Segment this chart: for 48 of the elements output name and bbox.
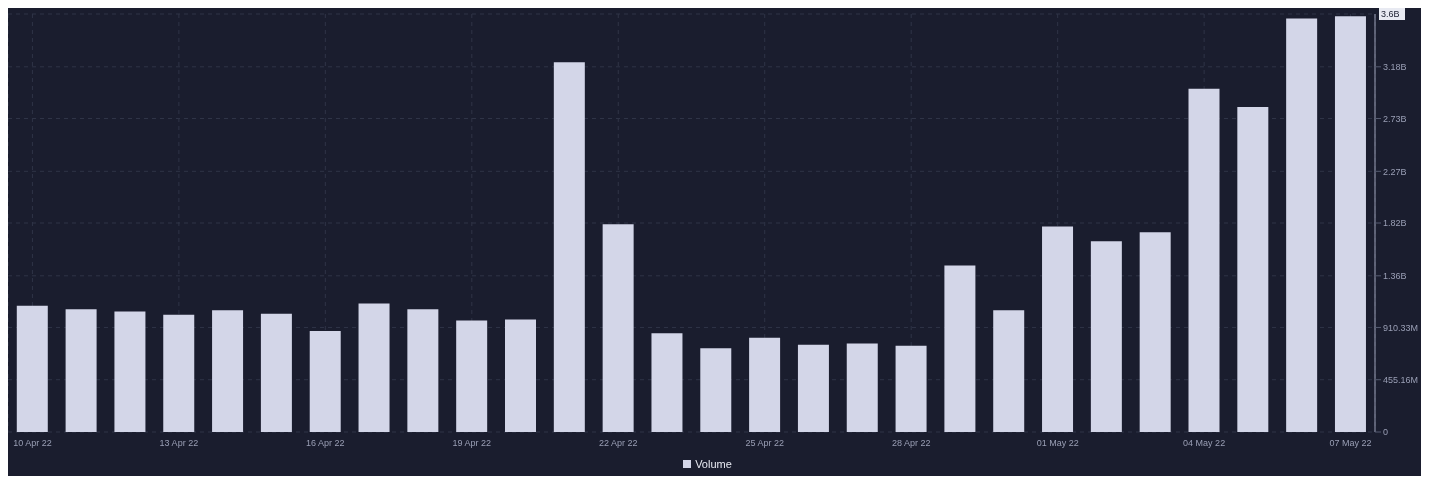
bar bbox=[1042, 226, 1074, 432]
text: 3.6B bbox=[1381, 9, 1400, 19]
x-tick-label: 07 May 22 bbox=[1329, 438, 1372, 449]
bar bbox=[993, 310, 1025, 432]
x-tick-label: 25 Apr 22 bbox=[745, 438, 784, 449]
x-tick-label: 22 Apr 22 bbox=[599, 438, 638, 449]
bar bbox=[407, 309, 439, 432]
y-tick-label: 1.36B bbox=[1383, 271, 1407, 282]
bar bbox=[358, 303, 390, 432]
bar bbox=[163, 314, 195, 432]
bar bbox=[895, 345, 927, 432]
x-tick-label: 19 Apr 22 bbox=[452, 438, 492, 449]
bar bbox=[797, 344, 829, 432]
bar bbox=[651, 333, 683, 432]
y-tick-label: 2.27B bbox=[1383, 166, 1407, 177]
y-tick-label: 0 bbox=[1383, 427, 1389, 438]
bar bbox=[553, 62, 585, 432]
y-tick-label: 2.73B bbox=[1383, 113, 1407, 124]
x-tick-label: 04 May 22 bbox=[1183, 438, 1226, 449]
x-tick-label: 28 Apr 22 bbox=[891, 438, 931, 449]
bar bbox=[309, 330, 341, 432]
bar bbox=[16, 305, 48, 432]
bar bbox=[1090, 241, 1122, 432]
bar bbox=[944, 265, 976, 432]
bar bbox=[1286, 18, 1318, 432]
bar bbox=[602, 224, 634, 432]
legend-label: Volume bbox=[695, 458, 732, 470]
bar bbox=[65, 309, 97, 432]
bar bbox=[456, 320, 488, 432]
bar bbox=[846, 343, 878, 432]
x-tick-label: 01 May 22 bbox=[1036, 438, 1079, 449]
y-tick-label: 910.33M bbox=[1383, 322, 1419, 333]
x-tick-label: 16 Apr 22 bbox=[306, 438, 345, 449]
x-tick-label: 10 Apr 22 bbox=[13, 438, 52, 449]
bar bbox=[1334, 16, 1366, 432]
bar bbox=[1237, 107, 1269, 432]
y-tick-label: 3.18B bbox=[1383, 62, 1407, 73]
bar bbox=[212, 310, 244, 432]
bar bbox=[260, 313, 292, 432]
bar bbox=[505, 319, 536, 432]
bar bbox=[1188, 88, 1220, 432]
bar bbox=[1139, 232, 1171, 432]
bar bbox=[114, 311, 146, 432]
bar bbox=[749, 337, 781, 432]
y-tick-label: 455.16M bbox=[1383, 374, 1419, 385]
x-tick-label: 13 Apr 22 bbox=[159, 438, 199, 449]
y-tick-label: 1.82B bbox=[1383, 218, 1407, 229]
bar bbox=[700, 348, 732, 432]
